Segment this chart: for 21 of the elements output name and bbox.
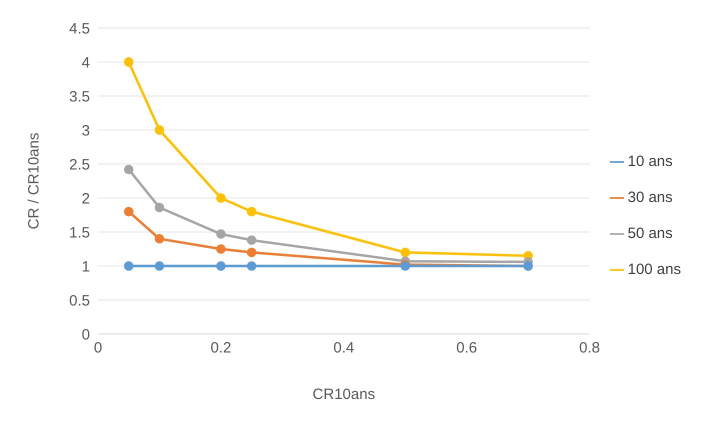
legend-label: 100 ans xyxy=(628,261,681,278)
x-tick-label: 0 xyxy=(94,340,102,357)
x-tick-label: 0.2 xyxy=(210,340,232,357)
y-tick-label: 4.5 xyxy=(69,20,90,38)
x-tick-label: 0.6 xyxy=(456,340,478,357)
y-tick-label: 3.5 xyxy=(69,88,90,106)
legend-label: 50 ans xyxy=(628,225,673,242)
y-tick-label: 0 xyxy=(82,326,90,344)
y-axis-title: CR / CR10ans xyxy=(25,132,42,230)
y-tick-label: 0.5 xyxy=(69,292,90,310)
y-tick-label: 3 xyxy=(82,122,90,140)
x-axis-title: CR10ans xyxy=(312,386,376,403)
y-tick-label: 2.5 xyxy=(69,156,90,174)
x-tick-label: 0.4 xyxy=(333,340,354,357)
y-tick-label: 1 xyxy=(82,258,90,276)
y-tick-label: 1.5 xyxy=(69,224,90,242)
legend-label: 30 ans xyxy=(628,189,673,206)
x-tick-label: 0.8 xyxy=(579,340,600,357)
y-tick-label: 2 xyxy=(82,190,90,208)
y-tick-label: 4 xyxy=(82,54,90,72)
legend-label: 10 ans xyxy=(628,153,673,170)
